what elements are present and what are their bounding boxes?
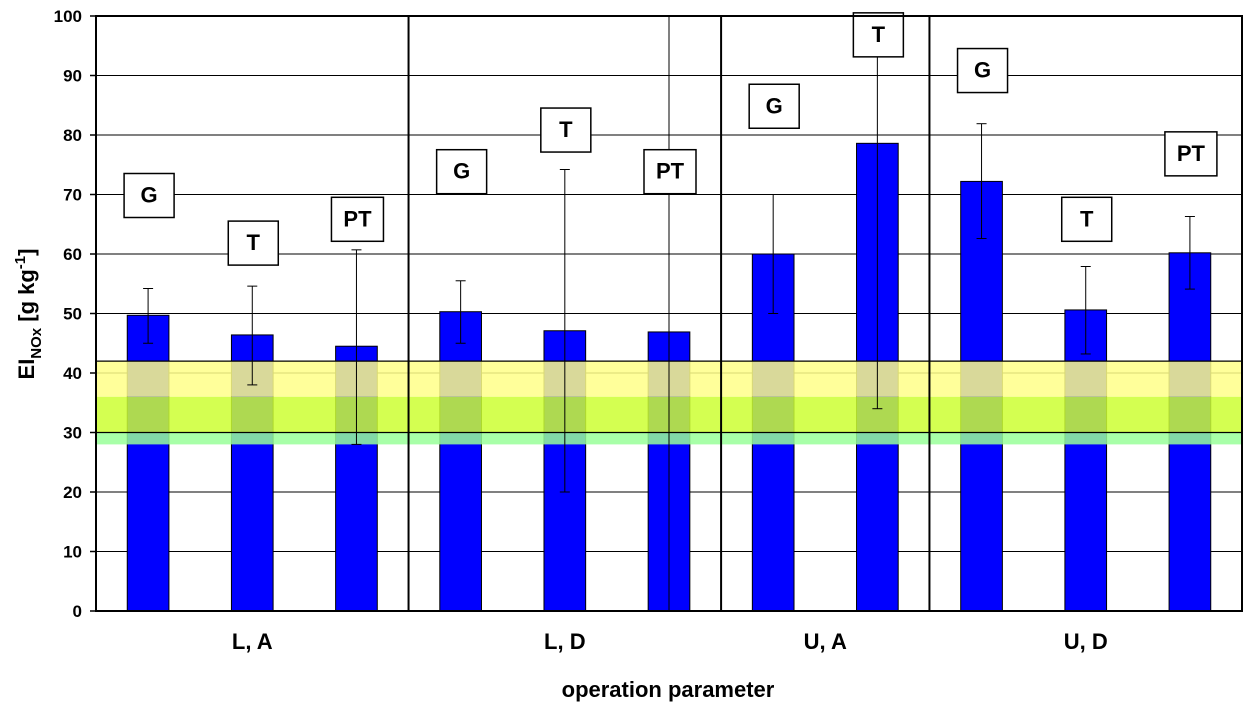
y-tick-label-60: 60 — [63, 245, 82, 264]
y-axis-label: EINOx [g kg-1] — [12, 249, 45, 380]
y-tick-label-30: 30 — [63, 424, 82, 443]
annotation-label-1-2: PT — [656, 159, 685, 184]
y-tick-label-80: 80 — [63, 126, 82, 145]
y-axis-label-main: EI — [14, 359, 39, 380]
annotation-box-0-1 — [227, 220, 280, 266]
y-axis-label-unit-prefix: [g kg — [14, 269, 39, 328]
annotation-box-0-2 — [330, 196, 385, 243]
annotation-box-3-0 — [956, 47, 1009, 94]
y-tick-label-100: 100 — [54, 7, 82, 26]
x-category-label-1: L, D — [544, 629, 586, 654]
x-category-label-3: U, D — [1064, 629, 1108, 654]
annotation-label-1-0: G — [453, 159, 470, 184]
annotation-label-3-0: G — [974, 58, 991, 83]
annotation-label-2-0: G — [766, 93, 783, 118]
y-tick-label-90: 90 — [63, 67, 82, 86]
annotation-label-1-1: T — [559, 117, 573, 142]
y-axis-label-unit-suffix: ] — [14, 249, 39, 256]
annotation-box-2-0 — [748, 83, 800, 129]
annotation-box-2-1 — [852, 12, 905, 58]
x-category-label-2: U, A — [804, 629, 847, 654]
annotation-box-0-0 — [123, 172, 175, 219]
annotation-box-1-1 — [540, 107, 592, 153]
annotation-box-1-2 — [643, 148, 697, 195]
annotation-label-2-1: T — [872, 22, 886, 47]
annotation-box-1-0 — [435, 148, 488, 195]
y-tick-label-0: 0 — [73, 602, 82, 621]
y-tick-label-10: 10 — [63, 543, 82, 562]
x-category-label-0: L, A — [232, 629, 273, 654]
x-category-labels: L, A L, D U, A U, D — [232, 629, 1108, 654]
x-axis-label: operation parameter — [562, 677, 775, 702]
y-tick-label-50: 50 — [63, 305, 82, 324]
bar-ld-g — [439, 311, 482, 612]
annotation-label-0-0: G — [141, 183, 158, 208]
bar-annotations: G T PT G T PT G T G T PT — [123, 12, 1218, 266]
annotation-box-3-1 — [1060, 196, 1113, 243]
annotation-label-3-1: T — [1080, 206, 1094, 231]
bar-la-g — [126, 314, 170, 612]
annotation-label-0-1: T — [247, 230, 261, 255]
annotation-label-0-2: PT — [343, 206, 372, 231]
y-axis-label-unit-sup: -1 — [12, 256, 29, 269]
annotation-label-3-2: PT — [1177, 141, 1206, 166]
y-tick-label-70: 70 — [63, 186, 82, 205]
y-tick-label-20: 20 — [63, 483, 82, 502]
bar-ud-t — [1064, 309, 1108, 612]
annotation-box-3-2 — [1164, 131, 1218, 177]
group-separators — [407, 16, 931, 611]
error-bars — [143, 16, 1195, 611]
y-tick-labels: 0 10 20 30 40 50 60 70 80 90 100 — [54, 7, 96, 621]
y-axis-label-sub: NOx — [28, 327, 45, 359]
y-tick-label-40: 40 — [63, 364, 82, 383]
